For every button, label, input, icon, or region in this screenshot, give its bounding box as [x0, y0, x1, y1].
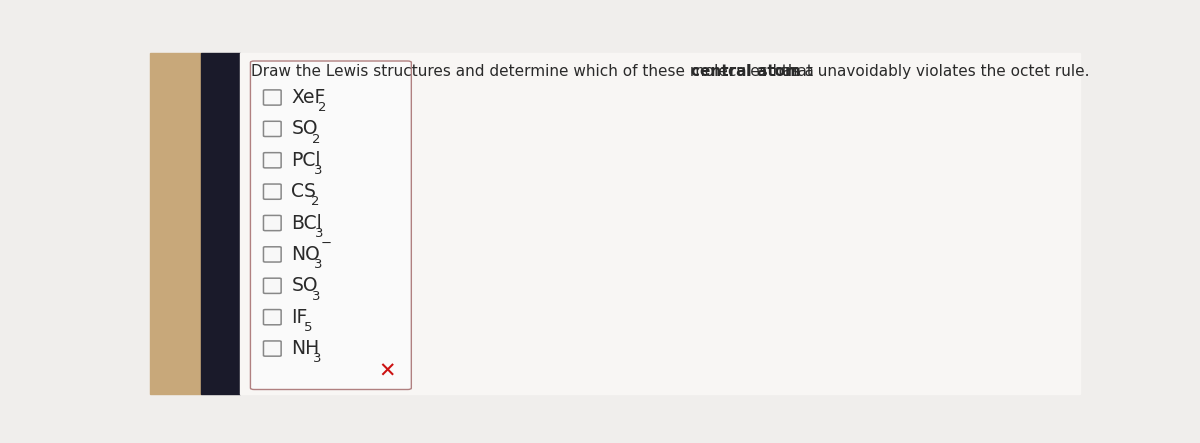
Text: 3: 3 [316, 227, 324, 240]
Text: 2: 2 [311, 195, 319, 208]
Text: NO: NO [292, 245, 320, 264]
Text: IF: IF [292, 308, 307, 326]
Text: XeF: XeF [292, 88, 325, 107]
FancyBboxPatch shape [264, 184, 281, 199]
Text: 3: 3 [314, 164, 323, 177]
FancyBboxPatch shape [264, 121, 281, 136]
Text: BCl: BCl [292, 214, 322, 233]
FancyBboxPatch shape [264, 153, 281, 168]
FancyBboxPatch shape [264, 247, 281, 262]
FancyBboxPatch shape [264, 341, 281, 356]
Text: SO: SO [292, 119, 318, 138]
Text: CS: CS [292, 182, 317, 201]
FancyBboxPatch shape [264, 310, 281, 325]
Text: central atom: central atom [691, 64, 802, 79]
Text: NH: NH [292, 339, 319, 358]
Text: PCl: PCl [292, 151, 320, 170]
Text: ✕: ✕ [378, 362, 396, 382]
Bar [202, 53, 240, 394]
FancyBboxPatch shape [251, 61, 412, 389]
Text: 2: 2 [318, 101, 326, 114]
Text: that unavoidably violates the octet rule.: that unavoidably violates the octet rule… [776, 64, 1090, 79]
FancyBboxPatch shape [264, 90, 281, 105]
Text: 2: 2 [312, 132, 320, 146]
FancyBboxPatch shape [264, 278, 281, 293]
Bar [150, 53, 202, 394]
Text: 5: 5 [304, 321, 312, 334]
Text: Draw the Lewis structures and determine which of these molecules has a: Draw the Lewis structures and determine … [251, 64, 820, 79]
FancyBboxPatch shape [264, 215, 281, 231]
Text: 3: 3 [312, 290, 320, 303]
Text: 3: 3 [313, 258, 322, 271]
Text: SO: SO [292, 276, 318, 295]
Text: 3: 3 [313, 352, 322, 365]
Text: −: − [320, 237, 331, 250]
